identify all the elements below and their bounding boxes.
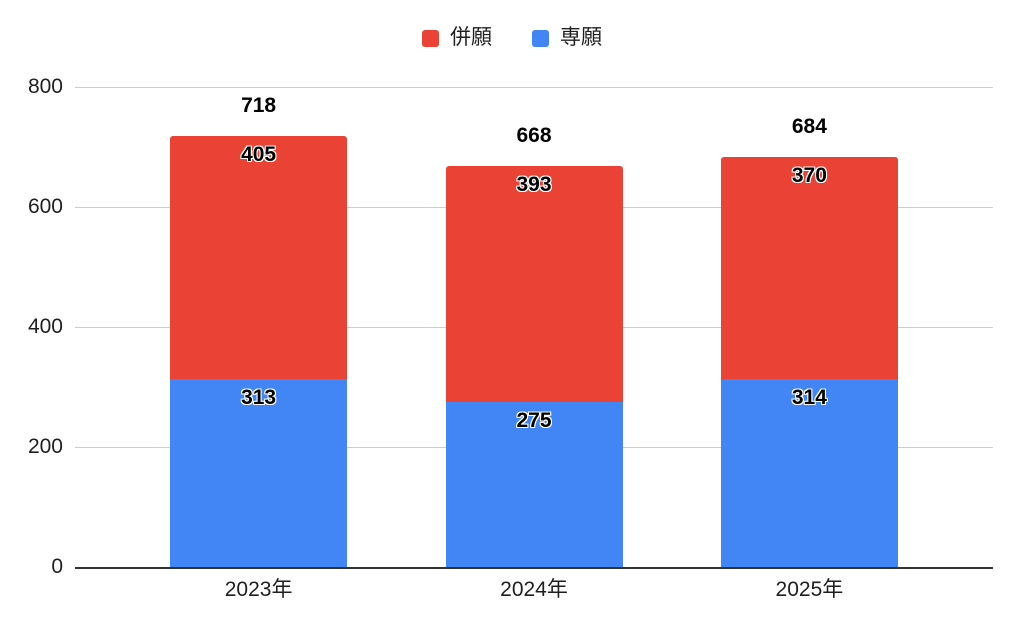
bar-segment[interactable]	[720, 378, 898, 567]
x-tick-label: 2025年	[775, 578, 844, 601]
total-value-label: 684	[791, 114, 827, 138]
gridline	[75, 86, 993, 88]
bar-segment[interactable]	[170, 379, 348, 567]
legend-item[interactable]: 併願	[422, 26, 492, 50]
chart-legend: 併願 専願	[0, 26, 1024, 50]
total-value-label: 718	[241, 94, 277, 118]
legend-item[interactable]: 専願	[532, 26, 602, 50]
legend-swatch-icon	[532, 29, 549, 47]
x-tick-label: 2024年	[500, 578, 568, 601]
bar-segment[interactable]	[445, 402, 623, 567]
x-tick-label: 2023年	[224, 578, 293, 601]
legend-swatch-icon	[422, 29, 439, 47]
bar-segment[interactable]	[170, 136, 348, 380]
y-tick-label: 0	[51, 555, 63, 578]
total-value-label: 668	[516, 124, 552, 148]
bar-segment[interactable]	[445, 166, 623, 402]
y-tick-label: 400	[27, 315, 63, 338]
legend-item-label: 専願	[560, 26, 602, 49]
y-tick-label: 600	[27, 195, 63, 218]
bar-segment[interactable]	[720, 156, 898, 379]
legend-item-label: 併願	[450, 26, 492, 49]
y-tick-label: 200	[27, 435, 63, 458]
y-tick-label: 800	[27, 75, 63, 98]
x-axis-line	[75, 567, 993, 569]
